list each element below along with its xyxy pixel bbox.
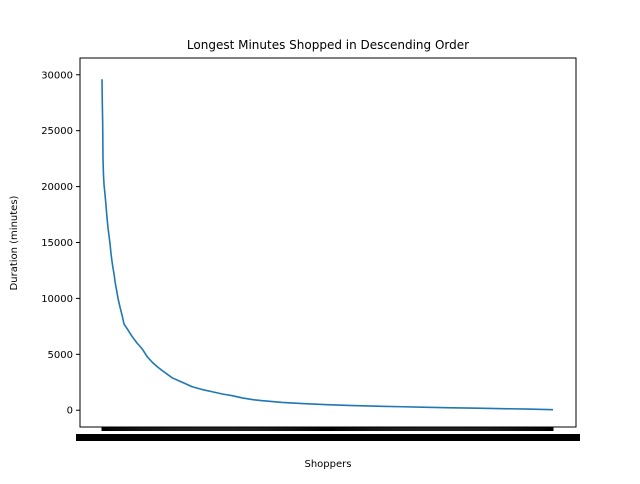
series-layer <box>101 79 554 411</box>
x-tick-label <box>167 434 180 441</box>
x-tick-label <box>409 434 422 441</box>
chart-title: Longest Minutes Shopped in Descending Or… <box>187 38 469 52</box>
x-tick-label <box>209 434 222 441</box>
x-tick-label <box>276 434 289 441</box>
x-tick-label <box>301 434 314 441</box>
x-tick-label <box>442 434 455 441</box>
x-tick-label <box>426 434 439 441</box>
x-tick-label <box>226 434 239 441</box>
x-tick-label <box>351 434 364 441</box>
x-tick-label <box>234 434 247 441</box>
x-tick-label <box>134 434 147 441</box>
y-tick-label: 20000 <box>41 182 73 193</box>
y-tick-label: 30000 <box>41 70 73 81</box>
x-tick-label <box>317 434 330 441</box>
x-tick-label <box>334 434 347 441</box>
x-tick-label <box>517 434 530 441</box>
x-tick-label <box>451 434 464 441</box>
x-axis-title: Shoppers <box>305 459 352 470</box>
x-tick-label <box>109 434 122 441</box>
x-tick-label <box>92 434 105 441</box>
x-tick-label <box>434 434 447 441</box>
plot-frame <box>79 57 577 428</box>
x-tick-label <box>101 434 114 441</box>
x-tick-label <box>542 434 555 441</box>
x-tick-label <box>568 434 580 441</box>
x-tick-label <box>384 434 397 441</box>
y-tick-label: 0 <box>67 406 73 417</box>
x-tick-label <box>309 434 322 441</box>
y-tick-label: 10000 <box>41 294 73 305</box>
x-tick-label <box>342 434 355 441</box>
y-tick-label: 15000 <box>41 238 73 249</box>
x-tick-label <box>217 434 230 441</box>
x-tick-label <box>259 434 272 441</box>
x-tick-label <box>476 434 489 441</box>
x-tick-label <box>201 434 214 441</box>
y-tick-label: 5000 <box>48 350 73 361</box>
series-line <box>101 79 554 411</box>
x-tick-label <box>509 434 522 441</box>
x-tick-label <box>392 434 405 441</box>
x-tick-label <box>267 434 280 441</box>
x-tick-label <box>117 434 130 441</box>
plot-area <box>79 57 577 428</box>
x-tick-label <box>326 434 339 441</box>
y-axis: 0 5000 10000 15000 20000 25000 30000 <box>41 70 80 417</box>
x-tick-label <box>376 434 389 441</box>
x-tick-label <box>142 434 155 441</box>
x-tick-label <box>559 434 572 441</box>
y-tick-label: 25000 <box>41 126 73 137</box>
x-tick-label <box>284 434 297 441</box>
x-tick-label <box>367 434 380 441</box>
x-tick-label <box>401 434 414 441</box>
x-tick-label <box>76 434 88 441</box>
x-tick-label <box>459 434 472 441</box>
x-tick-label <box>184 434 197 441</box>
x-tick-label <box>159 434 172 441</box>
x-tick-label <box>292 434 305 441</box>
x-tick-label <box>526 434 539 441</box>
x-tick-label <box>551 434 564 441</box>
x-tick-label <box>126 434 139 441</box>
x-tick-label <box>359 434 372 441</box>
x-tick-label <box>151 434 164 441</box>
x-tick-label <box>467 434 480 441</box>
x-tick-label <box>84 434 97 441</box>
x-tick-label <box>492 434 505 441</box>
x-tick-label <box>417 434 430 441</box>
x-tick-label <box>176 434 189 441</box>
x-tick-label <box>484 434 497 441</box>
x-tick-label <box>192 434 205 441</box>
x-tick-label <box>251 434 264 441</box>
x-tick-label <box>501 434 514 441</box>
y-axis-title: Duration (minutes) <box>9 195 20 290</box>
x-tick-label <box>242 434 255 441</box>
x-tick-label <box>534 434 547 441</box>
x-axis <box>76 427 580 441</box>
